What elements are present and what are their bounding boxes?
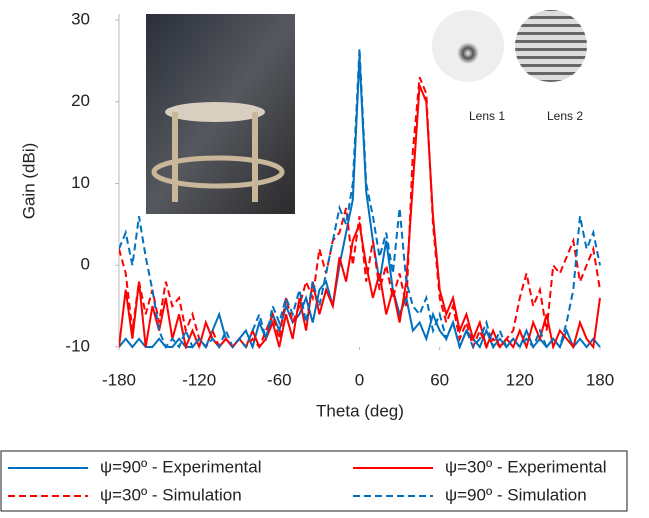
- legend-label: ψ=90º - Experimental: [100, 457, 261, 476]
- x-tick-label: -180: [102, 370, 136, 389]
- x-tick-label: 0: [355, 370, 364, 389]
- x-tick-label: 120: [506, 370, 534, 389]
- x-tick-label: -60: [267, 370, 292, 389]
- x-tick-label: 180: [586, 370, 614, 389]
- x-tick-label: 60: [430, 370, 449, 389]
- annotation: Lens 1: [469, 109, 505, 123]
- legend-label: ψ=30º - Experimental: [445, 457, 606, 476]
- x-tick-label: -120: [182, 370, 216, 389]
- x-axis-label: Theta (deg): [316, 401, 404, 420]
- y-tick-label: 10: [71, 173, 90, 192]
- y-tick-label: -10: [65, 336, 90, 355]
- annotation: Lens 2: [547, 109, 583, 123]
- legend-label: ψ=30º - Simulation: [100, 485, 242, 504]
- legend-box: [0, 450, 628, 512]
- photo-inset: [146, 14, 295, 214]
- y-tick-label: 0: [81, 255, 90, 274]
- y-axis-label: Gain (dBi): [19, 143, 38, 220]
- legend-label: ψ=90º - Simulation: [445, 485, 587, 504]
- lens-inset: [432, 10, 587, 82]
- y-tick-label: 20: [71, 91, 90, 110]
- legend: ψ=90º - Experimental ψ=30º - Experimental…: [8, 457, 606, 504]
- y-tick-label: 30: [71, 9, 90, 28]
